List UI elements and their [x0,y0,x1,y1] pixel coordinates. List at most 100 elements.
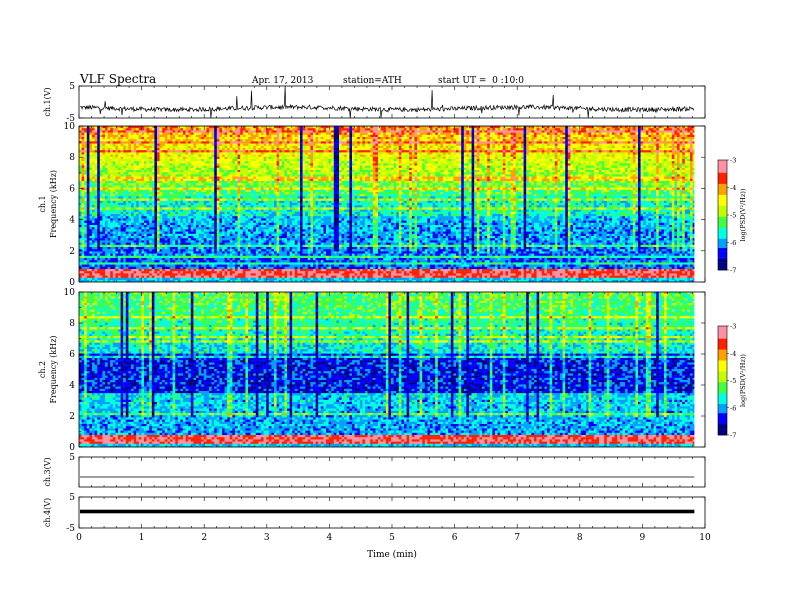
spectrogram-cell [443,128,446,130]
spectrogram-cell [669,128,672,130]
spectrogram-cell [669,135,672,137]
spectrogram-cell [625,130,628,132]
spectrogram-cell [661,133,664,135]
spectrogram-cell [368,137,371,139]
spectrogram-cell [599,135,602,137]
spectrogram-cell [365,137,368,139]
spectrogram-cell [433,130,436,132]
spectrogram-cell [300,128,303,130]
spectrogram-cell [563,130,566,132]
spectrogram-cell [284,135,287,137]
spectrogram-cell [310,128,313,130]
spectrogram-cell [477,133,480,135]
spectrogram-cell [323,135,326,137]
spectrogram-cell [349,130,352,132]
spectrogram-cell [685,130,688,132]
spectrogram-cell [313,135,316,137]
spectrogram-cell [646,130,649,132]
spectrogram-cell [136,133,139,135]
spectrogram-cell [295,130,298,132]
spectrogram-cell [383,130,386,132]
spectrogram-cell [147,137,150,139]
spectrogram-cell [435,137,438,139]
spectrogram-cell [394,135,397,137]
spectrogram-cell [417,137,420,139]
spectrogram-cell [674,133,677,135]
spectrogram-cell [461,130,464,132]
spectrogram-cell [615,135,618,137]
spectrogram-cell [625,128,628,130]
spectrogram-cell [349,135,352,137]
spectrogram-cell [178,133,181,135]
spectrogram-cell [287,135,290,137]
spectrogram-cell [625,135,628,137]
spectrogram-cell [615,128,618,130]
spectrogram-cell [173,128,176,130]
spectrogram-cell [334,130,337,132]
spectrogram-cell [576,133,579,135]
spectrogram-cell [521,135,524,137]
spectrogram-cell [422,135,425,137]
spectrogram-cell [89,128,92,130]
spectrogram-cell [599,130,602,132]
spectrogram-cell [602,135,605,137]
spectrogram-cell [544,130,547,132]
spectrogram-cell [214,130,217,132]
spectrogram-cell [555,133,558,135]
spectrogram-cell [448,135,451,137]
spectrogram-cell [422,137,425,139]
spectrogram-cell [89,133,92,135]
spectrogram-cell [407,128,410,130]
spectrogram-cell [690,135,693,137]
spectrogram-cell [113,133,116,135]
spectrogram-cell [266,133,269,135]
spectrogram-cell [253,130,256,132]
spectrogram-cell [469,128,472,130]
spectrogram-cell [245,135,248,137]
spectrogram-cell [440,135,443,137]
spectrogram-cell [490,130,493,132]
spectrogram-cell [204,130,207,132]
spectrogram-cell [443,133,446,135]
spectrogram-cell [355,137,358,139]
spectrogram-cell [264,135,267,137]
spectrogram-cell [287,130,290,132]
spectrogram-cell [602,133,605,135]
spectrogram-cell [251,130,254,132]
spectrogram-cell [607,128,610,130]
spectrogram-cell [235,130,238,132]
spectrogram-cell [157,128,160,130]
spectrogram-cell [240,133,243,135]
spectrogram-cell [412,128,415,130]
spectrogram-cell [622,133,625,135]
spectrogram-cell [438,128,441,130]
spectrogram-cell [209,128,212,130]
spectrogram-cell [542,130,545,132]
spectrogram-cell [581,133,584,135]
spectrogram-cell [498,133,501,135]
spectrogram-cell [355,135,358,137]
spectrogram-cell [401,133,404,135]
spectrogram-cell [355,130,358,132]
spectrogram-cell [368,130,371,132]
spectrogram-cell [232,133,235,135]
spectrogram-cell [310,137,313,139]
spectrogram-cell [79,133,82,135]
spectrogram-cell [225,135,228,137]
spectrogram-cell [373,135,376,137]
spectrogram-cell [326,135,329,137]
spectrogram-cell [482,133,485,135]
spectrogram-cell [500,130,503,132]
spectrogram-cell [667,130,670,132]
spectrogram-cell [329,130,332,132]
spectrogram-cell [126,137,129,139]
spectrogram-cell [240,137,243,139]
spectrogram-cell [305,128,308,130]
spectrogram-cell [414,130,417,132]
spectrogram-cell [308,137,311,139]
spectrogram-cell [433,137,436,139]
spectrogram-cell [687,135,690,137]
spectrogram-cell [261,130,264,132]
spectrogram-cell [84,137,87,139]
spectrogram-cell [505,133,508,135]
